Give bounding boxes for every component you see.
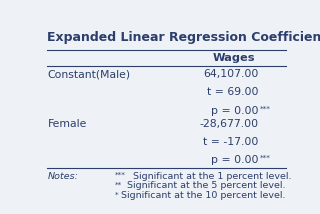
Text: *: * xyxy=(115,191,118,197)
Text: Significant at the 5 percent level.: Significant at the 5 percent level. xyxy=(127,181,285,190)
Text: p = 0.00: p = 0.00 xyxy=(211,155,258,165)
Text: Expanded Linear Regression Coefficients: Expanded Linear Regression Coefficients xyxy=(47,31,320,44)
Text: ***: *** xyxy=(260,155,270,161)
Text: Female: Female xyxy=(47,119,87,129)
Text: Wages: Wages xyxy=(212,53,255,63)
Text: p = 0.00: p = 0.00 xyxy=(211,106,258,116)
Text: -28,677.00: -28,677.00 xyxy=(199,119,258,129)
Text: t = -17.00: t = -17.00 xyxy=(203,137,258,147)
Text: 64,107.00: 64,107.00 xyxy=(203,69,258,79)
Text: t = 69.00: t = 69.00 xyxy=(207,88,258,97)
Text: ***: *** xyxy=(115,171,125,177)
Text: Constant(Male): Constant(Male) xyxy=(47,69,131,79)
Text: Significant at the 1 percent level.: Significant at the 1 percent level. xyxy=(133,171,292,181)
Text: ***: *** xyxy=(260,106,270,111)
Text: Significant at the 10 percent level.: Significant at the 10 percent level. xyxy=(121,191,285,200)
Text: **: ** xyxy=(115,181,122,187)
Text: Notes:: Notes: xyxy=(47,171,78,181)
